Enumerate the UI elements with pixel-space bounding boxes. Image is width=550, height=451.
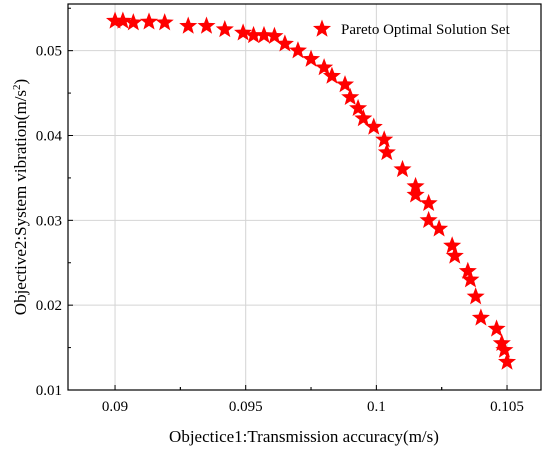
legend-label: Pareto Optimal Solution Set [341,22,511,38]
x-tick-label: 0.1 [367,399,386,415]
y-axis-title-main: Objective2:System vibration(m/s [11,90,30,315]
data-point-star [349,98,368,117]
data-point-star [393,159,412,178]
data-point-star [265,26,284,44]
y-tick-label: 0.05 [36,44,62,60]
y-axis-title: Objective2:System vibration(m/s2) [11,79,30,315]
data-point-star [155,13,174,31]
data-point-star [419,210,438,229]
data-point-star [335,75,355,93]
x-axis-title: Objectice1:Transmission accuracy(m/s) [169,427,439,446]
data-point-star [113,11,132,29]
y-tick-label: 0.01 [36,383,62,399]
plot-frame [67,3,542,391]
y-axis-title-superscript: 2 [11,84,23,90]
data-point-star [322,66,341,84]
data-point-star [354,109,373,127]
x-tick-label: 0.105 [490,399,524,415]
data-point-star [179,16,198,34]
data-point-star [341,87,360,105]
data-point-star [315,58,334,76]
data-point-star [497,352,517,370]
y-tick-label: 0.02 [36,298,62,314]
data-point-star [254,25,274,44]
data-point-star [443,236,462,254]
data-point-star [106,11,125,29]
data-point-star [466,287,485,305]
data-point-star [124,13,143,31]
data-point-star [419,193,438,212]
series-points [106,11,517,370]
y-tick-label: 0.03 [36,213,62,229]
y-axis-title-close: ) [11,79,30,85]
data-point-star [302,49,321,67]
x-tick-label: 0.095 [229,399,263,415]
data-point-star [234,23,253,41]
grid [68,4,541,391]
y-tick-label: 0.04 [36,128,63,144]
data-point-star [244,25,263,44]
data-point-star [445,246,464,264]
legend-star-icon [312,19,332,37]
legend: Pareto Optimal Solution Set [312,19,511,38]
tick-labels: 0.09 0.095 0.1 0.105 0.01 0.02 0.03 0.04 0.05 [36,44,524,415]
data-point-star [288,41,307,59]
data-point-star [471,308,490,326]
data-point-star [406,185,425,203]
data-point-star [461,270,480,288]
data-point-star [139,12,159,30]
x-tick-label: 0.09 [102,399,128,415]
data-point-star [377,142,396,161]
data-point-star [458,261,477,279]
data-point-star [275,34,294,52]
data-point-star [215,19,234,38]
data-point-star [487,319,506,337]
data-point-star [495,340,514,358]
data-point-star [492,333,511,352]
data-point-star [197,16,216,34]
axis-ticks [68,7,508,391]
data-point-star [375,130,394,148]
data-point-star [430,219,449,237]
data-point-star [364,117,383,135]
